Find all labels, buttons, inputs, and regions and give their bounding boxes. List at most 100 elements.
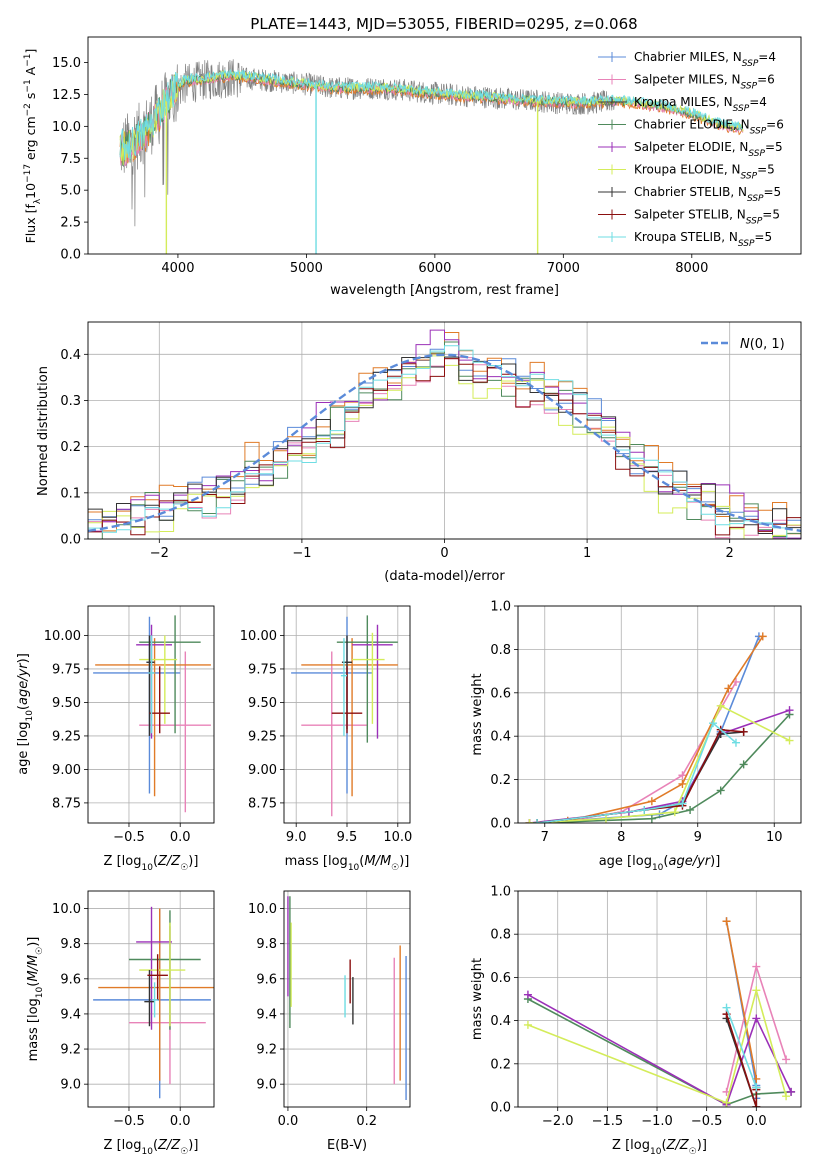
y-tick-label: 8.75 <box>52 796 81 811</box>
y-tick-label: 9.2 <box>256 1043 277 1058</box>
error-bar-point <box>139 922 186 1027</box>
series-marker <box>722 1003 731 1012</box>
plot-area <box>523 917 796 1107</box>
y-tick-label: 0.0 <box>490 817 511 832</box>
y-tick-label: 9.00 <box>248 763 277 778</box>
x-tick-label: 0.0 <box>278 1114 299 1129</box>
series-line <box>725 921 758 1080</box>
y-tick-label: 9.2 <box>60 1043 81 1058</box>
axes-frame <box>87 890 215 1108</box>
legend-label: Kroupa MILES, NSSP=4 <box>634 95 767 114</box>
legend-label: Salpeter ELODIE, NSSP=5 <box>634 140 783 159</box>
y-tick-label: 9.75 <box>248 662 277 677</box>
series-marker <box>716 701 725 710</box>
y-axis-label: mass [log10(M/M☉)] <box>26 937 45 1062</box>
x-tick-label: 10 <box>766 830 783 845</box>
y-tick-label: 0.0 <box>60 533 81 548</box>
legend-label: Chabrier STELIB, NSSP=5 <box>634 185 781 204</box>
series-marker <box>601 814 610 823</box>
chart-weight_vs_z: −2.0 −1.5 −1.0 −0.5 0.0 0.0 0.2 0.4 0.6 0.8 1.0 mas… <box>470 885 802 1157</box>
y-axis-label-text: age [log10(age/yr)] <box>16 653 35 775</box>
y-tick-label: 10.00 <box>240 629 277 644</box>
series-marker <box>752 1083 761 1092</box>
chart-mass_vs_z: −0.5 0.0 9.0 9.2 9.4 9.6 9.8 10.0 Z [log10(Z/Z☉)… <box>26 890 215 1157</box>
y-tick-label: 10.0 <box>248 902 277 917</box>
series-line <box>537 713 791 823</box>
series-marker <box>739 760 748 769</box>
y-axis-label-text: Flux [fλ10−17 erg cm−2 s−1 A−1] <box>23 49 43 244</box>
model-spectrum <box>119 69 744 161</box>
x-tick-label: 2 <box>726 546 734 561</box>
chart-weight_vs_age: 7 8 9 10 0.0 0.2 0.4 0.6 0.8 1.0 mass weight age [l… <box>470 600 802 873</box>
plot-area <box>119 59 744 254</box>
x-tick-label: −0.5 <box>113 1114 145 1129</box>
series-marker <box>752 1014 761 1023</box>
legend-label: Chabrier ELODIE, NSSP=6 <box>634 118 784 137</box>
y-tick-label: 9.6 <box>60 972 81 987</box>
y-tick-label: 0.6 <box>490 971 511 986</box>
y-tick-label: 0.2 <box>490 773 511 788</box>
series-marker <box>782 1055 791 1064</box>
y-tick-label: 0.3 <box>60 394 81 409</box>
y-tick-label: 10.0 <box>52 902 81 917</box>
y-tick-label: 9.6 <box>256 972 277 987</box>
x-tick-label: −1.0 <box>641 1114 673 1129</box>
y-axis-label: Normed distribution <box>36 366 51 496</box>
error-bar-point <box>147 954 168 1000</box>
axes-frame <box>87 321 802 540</box>
x-tick-label: 7000 <box>547 261 580 276</box>
x-tick-label: 9 <box>694 830 702 845</box>
x-tick-label: −1 <box>292 546 311 561</box>
y-tick-label: 9.8 <box>60 937 81 952</box>
weight-series <box>525 701 794 823</box>
legend-label: Salpeter MILES, NSSP=6 <box>634 73 775 92</box>
y-tick-label: 9.50 <box>52 696 81 711</box>
y-tick-label: 1.0 <box>490 600 511 615</box>
chart-age_vs_mass: 9.0 9.5 10.0 8.75 9.00 9.25 9.50 9.75 10.00 mass … <box>240 605 412 873</box>
axes-frame <box>283 605 411 824</box>
axes-frame <box>517 605 802 824</box>
y-tick-label: 1.0 <box>490 885 511 900</box>
x-tick-label: 0.0 <box>746 1114 767 1129</box>
series-marker <box>525 819 534 823</box>
x-axis-label: Z [log10(Z/Z☉)] <box>612 1138 707 1157</box>
series-marker <box>752 962 761 971</box>
series-marker <box>523 990 532 999</box>
series-marker <box>787 1087 796 1096</box>
axes-frame <box>517 890 802 1108</box>
axes-frame <box>87 36 802 255</box>
x-tick-label: 0.0 <box>170 830 191 845</box>
y-tick-label: 0.0 <box>60 248 81 263</box>
y-tick-label: 9.50 <box>248 696 277 711</box>
error-bar-point <box>136 906 172 1030</box>
error-bar-point <box>144 970 155 1027</box>
y-tick-label: 9.4 <box>60 1007 81 1022</box>
x-tick-label: −1.5 <box>592 1114 624 1129</box>
series-marker <box>640 805 649 814</box>
error-bar-point <box>148 635 155 734</box>
chart-age_vs_z: −0.5 0.0 8.75 9.00 9.25 9.50 9.75 10.00 Z [log10… <box>16 605 215 873</box>
y-tick-label: 0.2 <box>490 1057 511 1072</box>
x-tick-label: −0.5 <box>113 830 145 845</box>
series-marker <box>752 986 761 995</box>
chart-mass_vs_ebv: 0.0 0.2 9.0 9.2 9.4 9.6 9.8 10.0 E(B-V) <box>248 890 411 1153</box>
y-tick-label: 0.4 <box>60 348 81 363</box>
series-marker <box>722 1098 731 1107</box>
y-tick-label: 7.5 <box>60 152 81 167</box>
x-tick-label: −0.5 <box>691 1114 723 1129</box>
weight-series <box>533 719 740 823</box>
error-bar-point <box>301 651 368 817</box>
series-marker <box>678 779 687 788</box>
y-tick-label: 9.4 <box>256 1007 277 1022</box>
x-tick-label: 1 <box>583 546 591 561</box>
histogram-series <box>88 345 801 539</box>
error-bar-point <box>146 635 155 736</box>
x-tick-label: 0.0 <box>170 1114 191 1129</box>
series-marker <box>523 1020 532 1029</box>
series-marker <box>716 786 725 795</box>
legend-label: N(0, 1) <box>740 337 785 352</box>
y-axis-label: mass weight <box>470 673 485 755</box>
x-axis-label: mass [log10(M/M☉)] <box>285 854 410 873</box>
y-tick-label: 0.8 <box>490 643 511 658</box>
x-tick-label: 5000 <box>290 261 323 276</box>
